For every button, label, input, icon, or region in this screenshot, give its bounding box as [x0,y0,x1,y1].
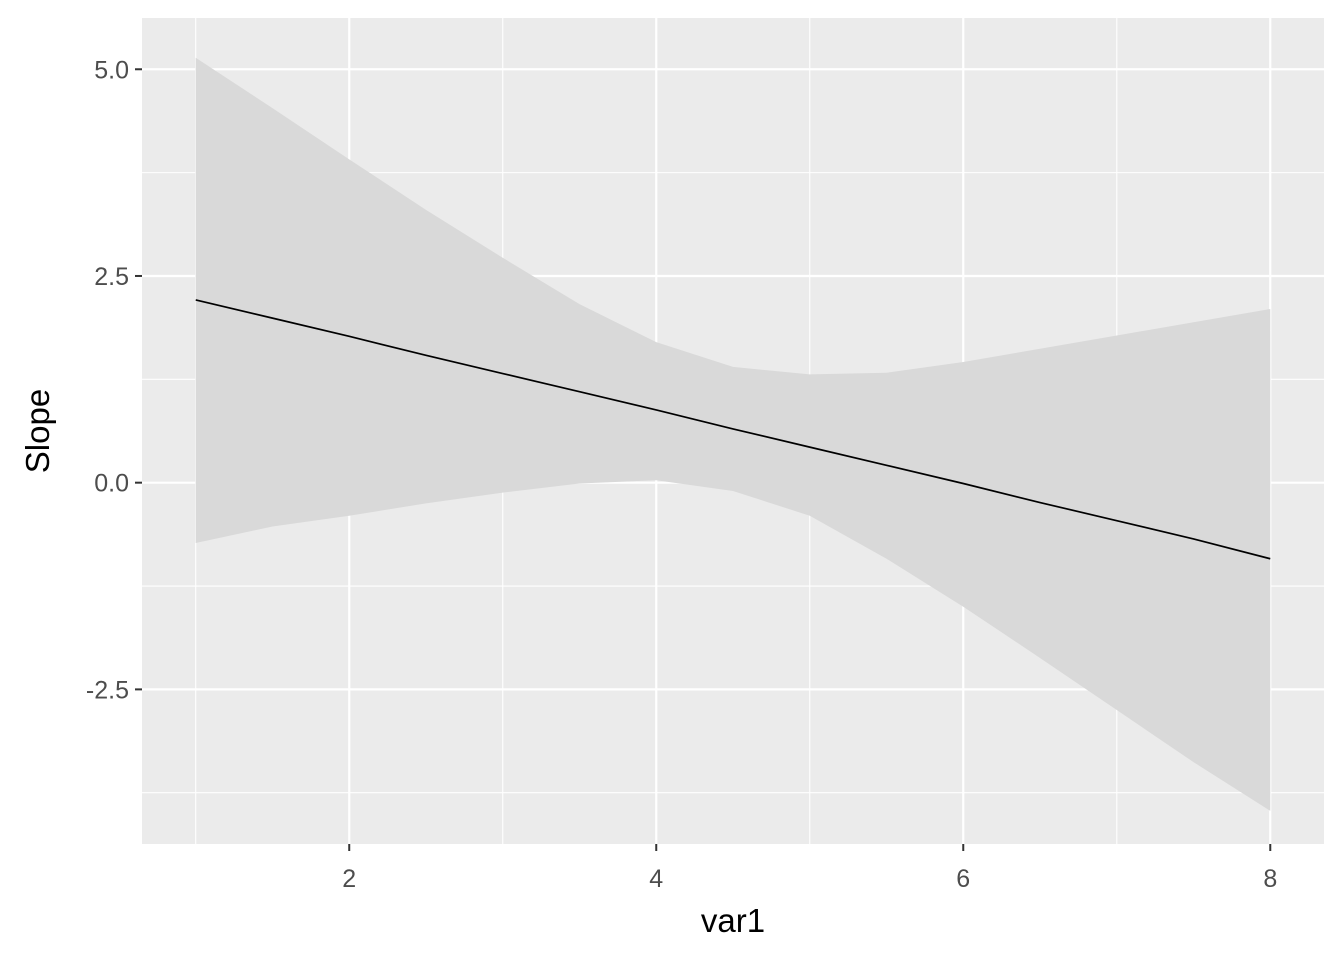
x-tick-label: 4 [649,865,663,893]
x-tick-label: 2 [342,865,356,893]
y-tick-label: 0.0 [94,470,129,498]
x-tick-label: 8 [1263,865,1277,893]
y-axis: 5.0 2.5 0.0 -2.5 [86,56,142,704]
x-axis: 2 4 6 8 [342,844,1277,893]
y-axis-title: Slope [19,389,56,473]
y-tick-label: 2.5 [94,263,129,291]
slope-line [195,299,1271,560]
confidence-ribbon-layer [195,57,1271,811]
y-tick-label: -2.5 [86,676,129,704]
confidence-ribbon [195,57,1271,811]
x-axis-title: var1 [701,902,765,939]
slope-line-layer [195,299,1271,560]
y-tick-label: 5.0 [94,56,129,84]
x-tick-label: 6 [956,865,970,893]
